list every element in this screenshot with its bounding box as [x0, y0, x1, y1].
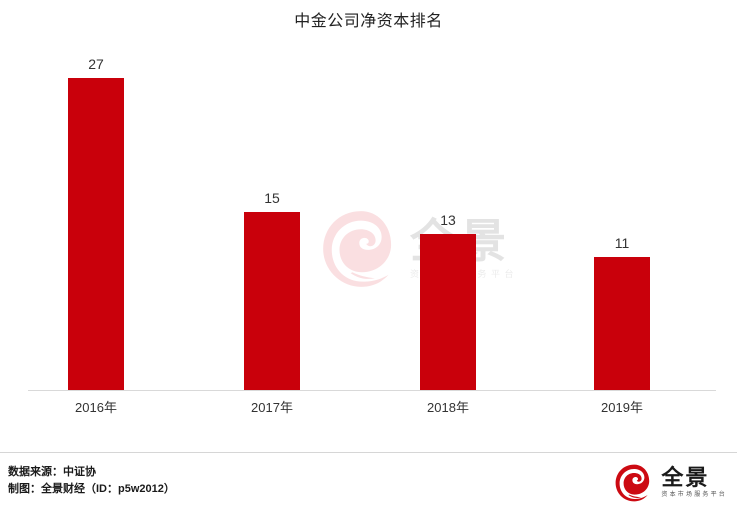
footer: 数据来源：中证协 制图：全景财经（ID：p5w2012） 全景 资本市场服务平台	[0, 453, 737, 510]
bar-value-label: 11	[614, 235, 630, 251]
brand-logo-icon	[614, 463, 654, 503]
footer-divider	[0, 452, 737, 453]
plot-area: 全景 资本市场服务平台 27 15 13 11	[0, 36, 737, 396]
brand-name: 全景	[661, 465, 710, 490]
bar-2018[interactable]	[420, 234, 476, 390]
bar-value-label: 15	[264, 190, 280, 206]
brand-logo-text: 全景 资本市场服务平台	[661, 466, 727, 500]
x-tick-label-2017: 2017年	[251, 400, 293, 415]
bar-2019[interactable]	[594, 257, 650, 390]
bar-group-2019: 11	[548, 36, 696, 390]
bar-2016[interactable]	[68, 78, 124, 390]
brand-logo: 全景 资本市场服务平台	[614, 463, 727, 503]
bar-2017[interactable]	[244, 212, 300, 390]
bar-value-label: 13	[440, 212, 456, 228]
page-title: 中金公司净资本排名	[294, 13, 443, 30]
bar-group-2016: 27	[22, 36, 170, 390]
x-tick-label-2016: 2016年	[75, 400, 117, 415]
x-axis-labels: 2016年 2017年 2018年 2019年	[0, 398, 737, 422]
data-source-text: 数据来源：中证协	[8, 466, 96, 478]
footer-notes: 数据来源：中证协 制图：全景财经（ID：p5w2012）	[8, 464, 175, 498]
x-tick-label-2019: 2019年	[601, 400, 643, 415]
chart-credit-text: 制图：全景财经（ID：p5w2012）	[8, 483, 175, 495]
brand-tagline: 资本市场服务平台	[661, 492, 727, 498]
bar-group-2018: 13	[374, 36, 522, 390]
bars-layer: 27 15 13 11	[0, 36, 737, 396]
x-tick-label-2018: 2018年	[427, 400, 469, 415]
bar-value-label: 27	[88, 56, 104, 72]
x-axis-line	[28, 390, 716, 391]
bar-group-2017: 15	[198, 36, 346, 390]
